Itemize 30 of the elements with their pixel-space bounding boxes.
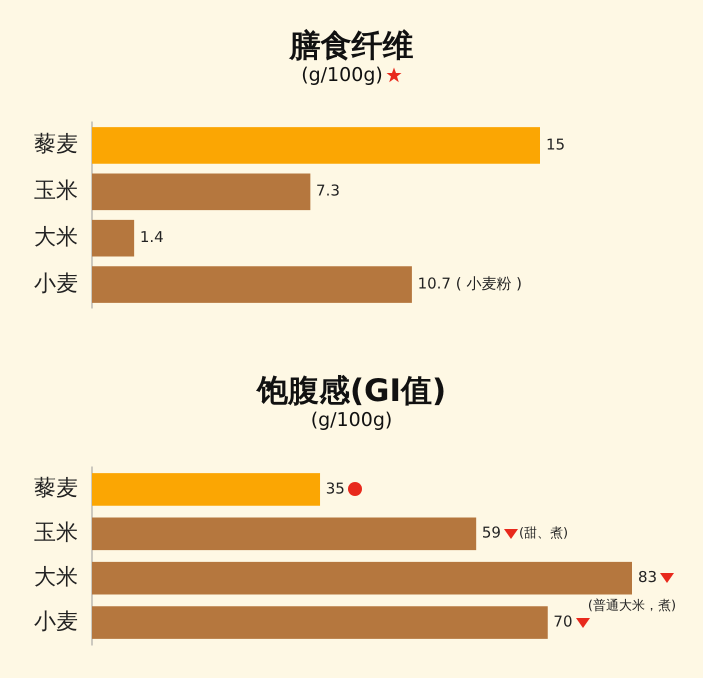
bar	[92, 127, 540, 164]
chart-title: 饱腹感(GI值)	[256, 373, 446, 409]
y-tick-label: 小麦	[34, 609, 78, 634]
annotation: (普通大米，煮)	[588, 598, 676, 614]
y-tick-label: 大米	[34, 564, 78, 590]
y-tick-label: 藜麦	[34, 132, 78, 158]
bar	[92, 517, 476, 550]
data-label: 70	[553, 612, 573, 630]
data-label: 15	[546, 135, 566, 154]
data-label: 7.3	[316, 182, 340, 200]
bar	[92, 173, 310, 210]
y-tick-label: 玉米	[34, 520, 78, 546]
bar	[92, 266, 412, 303]
chart-subtitle: (g/100g)	[301, 64, 383, 86]
y-tick-label: 大米	[34, 224, 78, 250]
chart-title: 膳食纤维	[290, 28, 414, 64]
y-tick-label: 小麦	[34, 271, 78, 296]
annotation: (甜、煮)	[518, 526, 568, 542]
data-label: 1.4	[140, 228, 164, 246]
data-label: 83	[638, 568, 658, 586]
chart-subtitle: (g/100g)	[310, 409, 392, 431]
data-label: 10.7 ( 小麦粉 )	[418, 274, 522, 292]
bar	[92, 220, 134, 257]
data-label: 35	[326, 479, 345, 498]
y-tick-label: 藜麦	[34, 476, 78, 502]
bar	[92, 473, 320, 506]
data-label: 59	[482, 524, 501, 542]
bar	[92, 606, 548, 639]
bar	[92, 562, 632, 595]
y-tick-label: 玉米	[34, 178, 78, 204]
